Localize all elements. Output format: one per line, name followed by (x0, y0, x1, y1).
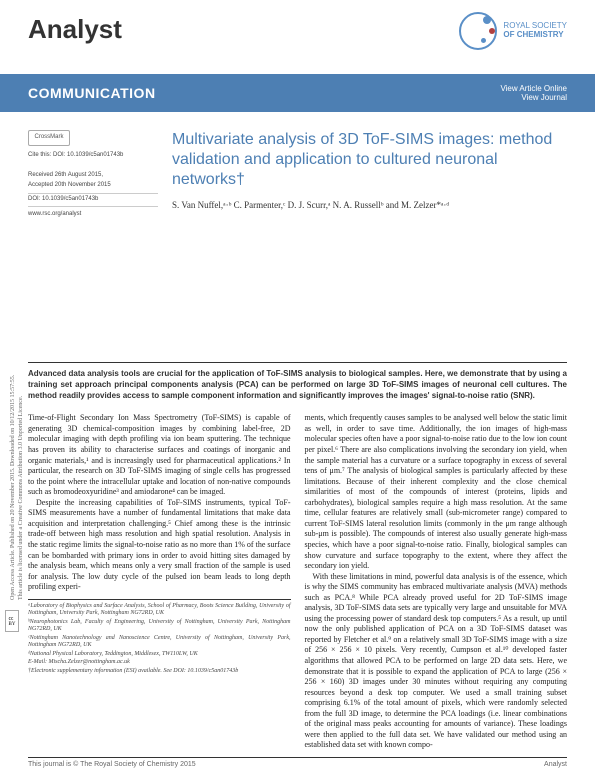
crossmark-badge[interactable]: CrossMark (28, 130, 70, 146)
abstract: Advanced data analysis tools are crucial… (28, 362, 567, 401)
esi-note: †Electronic supplementary information (E… (28, 668, 291, 676)
col2-para2: With these limitations in mind, powerful… (305, 572, 568, 751)
section-band: COMMUNICATION View Article Online View J… (0, 74, 595, 112)
article-title: Multivariate analysis of 3D ToF-SIMS ima… (172, 130, 567, 190)
footer-journal: Analyst (544, 761, 567, 768)
accepted-date: Accepted 20th November 2015 (28, 182, 158, 190)
page-footer: This journal is © The Royal Society of C… (28, 757, 567, 768)
affil-d: ᵈNational Physical Laboratory, Teddingto… (28, 651, 291, 659)
affil-email: E-Mail: Mischa.Zelzer@nottingham.ac.uk (28, 659, 291, 667)
publisher-line1: ROYAL SOCIETY (503, 21, 567, 30)
view-online-link[interactable]: View Article Online (500, 84, 567, 93)
publisher-logo: ROYAL SOCIETY OF CHEMISTRY (459, 12, 567, 50)
band-links: View Article Online View Journal (500, 84, 567, 102)
view-journal-link[interactable]: View Journal (500, 93, 567, 102)
author-list: S. Van Nuffel,ᵃ·ᵇ C. Parmenter,ᶜ D. J. S… (172, 200, 567, 210)
copyright-text: This journal is © The Royal Society of C… (28, 761, 196, 768)
column-1: Time-of-Flight Secondary Ion Mass Spectr… (28, 413, 291, 751)
page: Open Access Article. Published on 20 Nov… (0, 0, 595, 780)
column-2: ments, which frequently causes samples t… (305, 413, 568, 751)
page-header: Analyst ROYAL SOCIETY OF CHEMISTRY (0, 0, 595, 74)
publisher-line2: OF CHEMISTRY (503, 30, 563, 39)
article-header-region: CrossMark Cite this: DOI: 10.1039/c5an01… (0, 112, 595, 362)
col1-para1: Time-of-Flight Secondary Ion Mass Spectr… (28, 413, 291, 497)
journal-url[interactable]: www.rsc.org/analyst (28, 211, 158, 219)
received-date: Received 26th August 2015, (28, 172, 158, 180)
affil-a: ᵃLaboratory of Biophysics and Surface An… (28, 603, 291, 618)
rail-text-1: Open Access Article. Published on 20 Nov… (10, 280, 16, 600)
article-head: Multivariate analysis of 3D ToF-SIMS ima… (158, 130, 567, 362)
col1-para2: Despite the increasing capabilities of T… (28, 498, 291, 593)
affil-c: ᶜNottingham Nanotechnology and Nanoscien… (28, 635, 291, 650)
doi-box: DOI: 10.1039/c5an01743b (28, 193, 158, 207)
cite-this: Cite this: DOI: 10.1039/c5an01743b (28, 152, 158, 160)
body-columns: Time-of-Flight Secondary Ion Mass Spectr… (0, 409, 595, 751)
cc-badge-icon: ㏄BY (5, 610, 19, 632)
citation-sidebar: CrossMark Cite this: DOI: 10.1039/c5an01… (28, 130, 158, 362)
affiliations: ᵃLaboratory of Biophysics and Surface An… (28, 599, 291, 676)
access-rail: Open Access Article. Published on 20 Nov… (2, 280, 22, 620)
col2-para1: ments, which frequently causes samples t… (305, 413, 568, 571)
section-label: COMMUNICATION (28, 85, 156, 101)
affil-b: ᵇNeurophotonics Lab, Faculty of Engineer… (28, 619, 291, 634)
rsc-circle-icon (459, 12, 497, 50)
rail-text-2: This article is licensed under a Creativ… (18, 280, 24, 600)
